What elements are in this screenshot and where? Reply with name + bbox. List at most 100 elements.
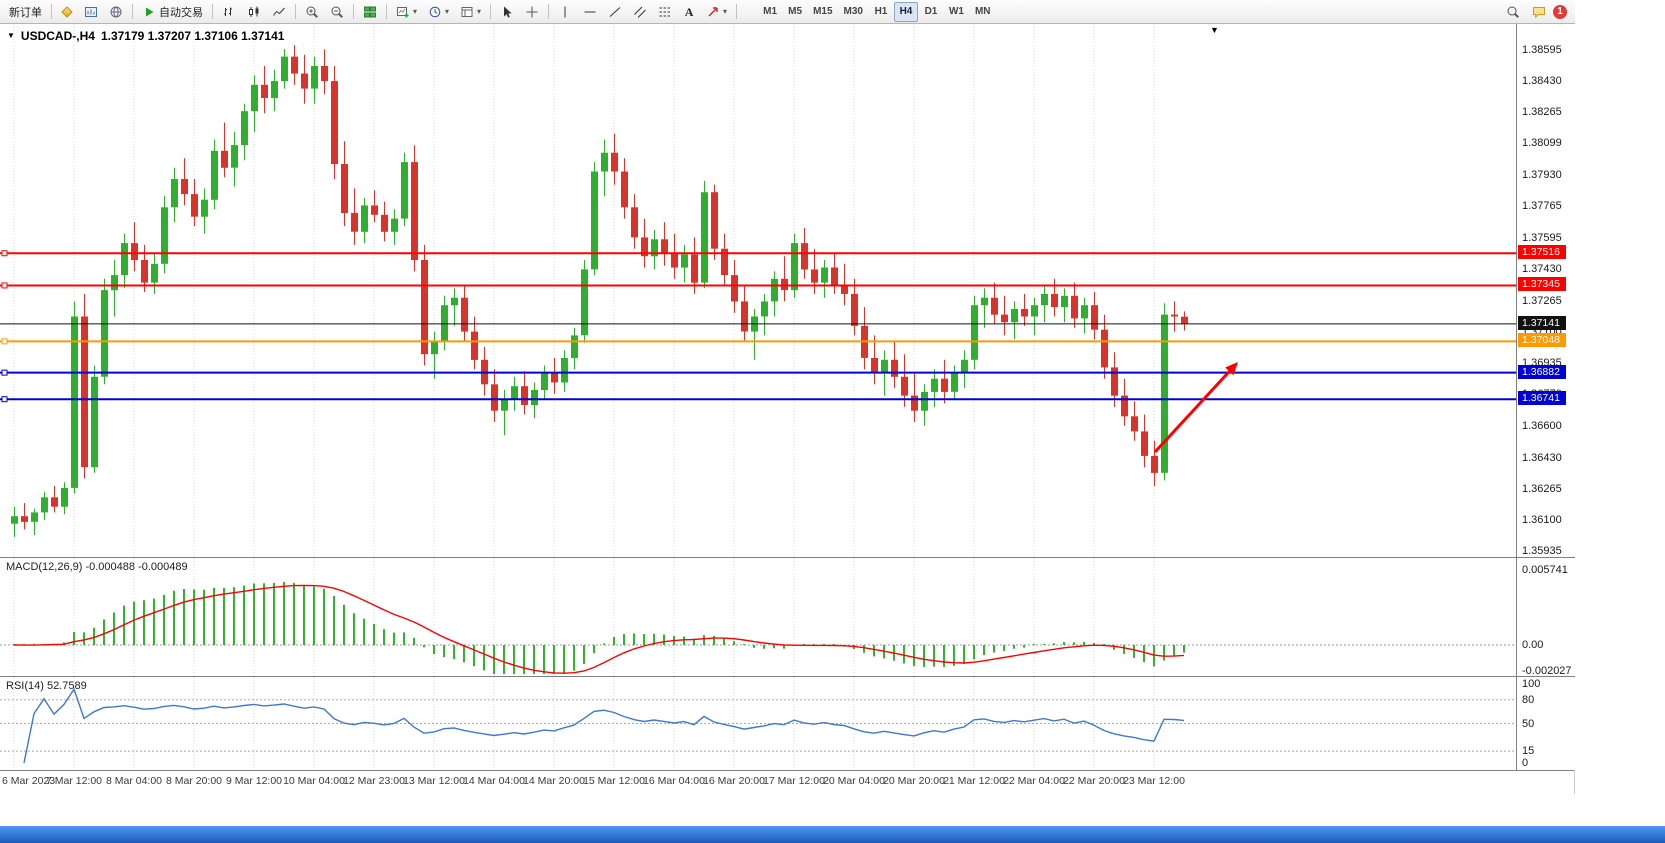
trendline-icon xyxy=(609,6,621,17)
toolbar-separator xyxy=(548,4,550,19)
toolbar-separator xyxy=(212,4,213,19)
trendline-button[interactable] xyxy=(603,2,627,22)
chart-window-icon xyxy=(85,6,97,17)
timeframe-mn-button[interactable]: MN xyxy=(970,2,996,22)
rsi-axis-label: 15 xyxy=(1522,745,1535,758)
price-tag: 1.37048 xyxy=(1518,333,1566,348)
chat-bubble-icon xyxy=(1533,6,1545,18)
new-order-button[interactable]: 新订单 xyxy=(4,2,47,22)
timeframe-m30-button[interactable]: M30 xyxy=(839,2,868,22)
text-tool-button[interactable]: A xyxy=(678,2,700,22)
timeframe-h1-button[interactable]: H1 xyxy=(869,2,893,22)
cursor-icon xyxy=(504,6,512,18)
cursor-button[interactable] xyxy=(495,2,519,22)
panel-separator xyxy=(0,557,1575,558)
taskbar[interactable] xyxy=(0,826,1665,843)
channel-button[interactable] xyxy=(628,2,652,22)
price-tag: 1.36741 xyxy=(1518,391,1566,406)
time-axis-label: 14 Mar 20:00 xyxy=(523,775,585,787)
candlestick-button[interactable] xyxy=(242,2,266,22)
autotrading-label: 自动交易 xyxy=(159,6,203,19)
metaeditor-button[interactable] xyxy=(56,2,78,22)
chevron-down-icon: ▾ xyxy=(477,6,482,16)
chat-button[interactable] xyxy=(1527,2,1551,22)
horizontal-line-button[interactable] xyxy=(578,2,602,22)
toolbar-right-group: 1 xyxy=(1501,2,1567,22)
search-button[interactable] xyxy=(1501,2,1525,22)
timeframe-m5-button[interactable]: M5 xyxy=(783,2,807,22)
time-axis-label: 17 Mar 12:00 xyxy=(763,775,825,787)
autotrading-button[interactable]: 自动交易 xyxy=(137,2,208,22)
time-axis-label: 8 Mar 20:00 xyxy=(165,775,223,787)
toolbar-separator xyxy=(736,4,738,19)
price-tick-label: 1.38595 xyxy=(1522,44,1562,56)
macd-axis-label: 0.005741 xyxy=(1522,563,1568,576)
time-axis-label: 22 Mar 04:00 xyxy=(1003,775,1065,787)
price-tick-label: 1.38430 xyxy=(1522,75,1562,88)
time-axis-label: 20 Mar 20:00 xyxy=(883,775,945,787)
timeframe-d1-button[interactable]: D1 xyxy=(919,2,943,22)
price-tick-label: 1.36100 xyxy=(1522,513,1562,526)
zoom-out-button[interactable] xyxy=(325,2,349,22)
toolbar: 新订单 自动交易 ▾ ▾ ▾ xyxy=(0,0,1575,24)
price-tag: 1.37141 xyxy=(1518,315,1566,330)
zoom-out-icon xyxy=(331,6,343,18)
toolbar-separator xyxy=(51,4,52,19)
notification-badge[interactable]: 1 xyxy=(1553,4,1567,19)
clock-icon xyxy=(429,6,441,17)
arrow-shape-icon xyxy=(708,6,718,16)
toolbar-separator xyxy=(132,4,133,19)
price-axis[interactable]: 1.38595 1.38430 1.38265 1.38099 1.37930 1.377… xyxy=(1516,24,1575,770)
price-tag: 1.37516 xyxy=(1518,245,1566,260)
bar-chart-icon xyxy=(224,7,232,16)
template-button[interactable]: ▾ xyxy=(455,2,486,22)
time-axis-label: 16 Mar 04:00 xyxy=(643,775,705,787)
bar-chart-button[interactable] xyxy=(217,2,241,22)
chart-dropdown-icon: ▼ xyxy=(7,31,15,40)
timeframe-h4-button[interactable]: H4 xyxy=(893,1,918,22)
time-axis-label: 22 Mar 20:00 xyxy=(1063,775,1125,787)
timeframe-w1-button[interactable]: W1 xyxy=(944,2,969,22)
price-tick-label: 1.36265 xyxy=(1522,482,1562,495)
crosshair-button[interactable] xyxy=(520,2,544,22)
new-chart-button[interactable]: ▾ xyxy=(391,2,422,22)
text-tool-icon: A xyxy=(684,4,694,19)
shapes-button[interactable]: ▾ xyxy=(701,2,732,22)
macd-panel[interactable] xyxy=(0,558,1516,676)
rsi-indicator-label: RSI(14) 52.7589 xyxy=(6,680,87,692)
time-axis-label: 8 Mar 04:00 xyxy=(105,775,163,787)
timeframe-m15-button[interactable]: M15 xyxy=(808,2,837,22)
tile-windows-button[interactable] xyxy=(358,2,382,22)
candlestick-icon xyxy=(249,6,259,17)
chart-title: ▼ USDCAD-,H4 1.37179 1.37207 1.37106 1.3… xyxy=(7,29,284,43)
macd-axis-label: 0.00 xyxy=(1522,639,1544,651)
fibonacci-icon xyxy=(659,7,671,16)
vertical-line-button[interactable] xyxy=(553,2,577,22)
price-tick-label: 1.37930 xyxy=(1522,169,1562,182)
chart-shift-marker[interactable]: ▼ xyxy=(1210,25,1219,35)
period-button[interactable]: ▾ xyxy=(423,2,454,22)
price-tick-label: 1.36430 xyxy=(1522,451,1562,464)
line-chart-button[interactable] xyxy=(267,2,291,22)
time-axis-label: 20 Mar 04:00 xyxy=(823,775,885,787)
time-axis-label: 7 Mar 12:00 xyxy=(45,775,103,787)
timeframe-m1-button[interactable]: M1 xyxy=(758,2,782,22)
time-axis-label: 16 Mar 20:00 xyxy=(703,775,765,787)
price-tick-label: 1.36600 xyxy=(1522,419,1562,432)
time-axis[interactable]: 6 Mar 2023 7 Mar 12:00 8 Mar 04:00 8 Mar 20… xyxy=(0,770,1575,794)
zoom-in-button[interactable] xyxy=(300,2,324,22)
vertical-line-icon xyxy=(564,6,566,17)
fibonacci-button[interactable] xyxy=(653,2,677,22)
globe-button[interactable] xyxy=(104,2,128,22)
timeframe-group: M1 M5 M15 M30 H1 H4 D1 W1 MN xyxy=(758,1,996,22)
rsi-axis-label: 80 xyxy=(1522,693,1535,706)
time-axis-label: 6 Mar 2023 xyxy=(2,775,56,787)
chart-window-button[interactable] xyxy=(79,2,103,22)
price-tick-label: 1.38265 xyxy=(1522,106,1562,119)
candlestick-chart[interactable] xyxy=(0,24,1516,557)
price-tick-label: 1.37765 xyxy=(1522,200,1562,213)
time-axis-label: 23 Mar 12:00 xyxy=(1123,775,1185,787)
chart-ohlc-values: 1.37179 1.37207 1.37106 1.37141 xyxy=(100,29,285,43)
rsi-panel[interactable] xyxy=(0,677,1516,770)
panel-separator xyxy=(0,676,1575,677)
